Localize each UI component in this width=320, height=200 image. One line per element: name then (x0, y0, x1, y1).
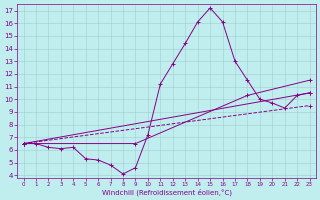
X-axis label: Windchill (Refroidissement éolien,°C): Windchill (Refroidissement éolien,°C) (101, 188, 232, 196)
